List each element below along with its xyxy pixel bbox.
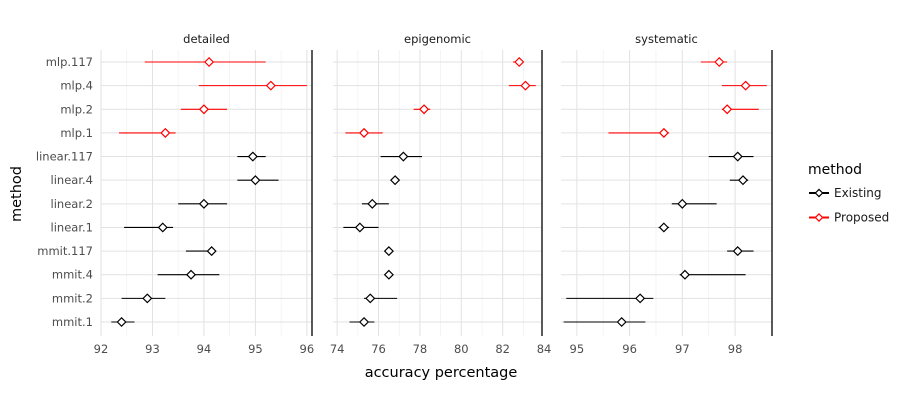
mean-point — [732, 246, 743, 257]
y-tick-label: mmit.2 — [52, 291, 93, 305]
y-tick-label: mlp.1 — [60, 126, 93, 140]
x-tick-label: 92 — [94, 342, 109, 356]
legend: method Existing Proposed — [808, 162, 889, 225]
mean-point — [737, 175, 749, 186]
x-tick-label: 82 — [495, 342, 510, 356]
mean-point — [204, 56, 215, 68]
mean-point — [250, 175, 261, 186]
x-tick-label: 93 — [145, 342, 160, 356]
mean-point — [365, 293, 376, 304]
mean-point — [247, 151, 258, 162]
x-tick-label: 96 — [300, 342, 315, 356]
mean-point — [206, 246, 217, 257]
mean-point — [514, 56, 525, 68]
panel-title: systematic — [635, 32, 698, 46]
mean-point — [520, 80, 531, 91]
y-tick-label: mlp.4 — [60, 79, 93, 93]
mean-point — [157, 222, 168, 233]
mean-point — [160, 127, 171, 138]
y-tick-label: mlp.117 — [46, 55, 93, 69]
mean-point — [419, 104, 430, 115]
y-tick-label: linear.4 — [51, 173, 93, 187]
panel-detailed: detailed 92 93 94 95 96 mmit.1 mmit.2 mmit.4 mmit… — [36, 32, 314, 356]
mean-point — [116, 316, 127, 328]
mean-point — [740, 80, 751, 91]
legend-title: method — [808, 162, 862, 178]
mean-point — [390, 175, 401, 186]
x-tick-label: 95 — [570, 342, 585, 356]
x-tick-label: 84 — [537, 342, 552, 356]
panels-layer: detailed 92 93 94 95 96 mmit.1 mmit.2 mmit.4 mmit… — [36, 32, 773, 356]
x-tick-label: 95 — [248, 342, 263, 356]
y-tick-label: linear.2 — [51, 197, 93, 211]
mean-point — [198, 104, 209, 115]
mean-point — [677, 198, 688, 209]
mean-point — [383, 246, 394, 257]
y-tick-label: mmit.1 — [52, 315, 93, 329]
x-tick-label: 78 — [413, 342, 428, 356]
mean-point — [732, 151, 743, 162]
mean-point — [658, 127, 669, 138]
y-axis-title: method — [9, 166, 25, 222]
mean-point — [679, 269, 691, 280]
mean-point — [367, 198, 378, 209]
x-tick-label: 94 — [197, 342, 212, 356]
mean-point — [358, 316, 370, 328]
y-tick-label: mmit.117 — [37, 244, 93, 258]
mean-point — [658, 222, 669, 233]
x-tick-label: 76 — [371, 342, 386, 356]
x-tick-label: 74 — [330, 342, 345, 356]
mean-point — [354, 222, 365, 233]
y-tick-label: mmit.4 — [52, 268, 93, 282]
legend-label: Proposed — [834, 211, 889, 225]
legend-key-marker — [814, 188, 824, 198]
x-axis-title: accuracy percentage — [365, 365, 518, 381]
y-tick-label: linear.117 — [36, 150, 93, 164]
mean-point — [383, 269, 394, 280]
x-tick-label: 96 — [622, 342, 637, 356]
mean-point — [635, 293, 646, 304]
legend-key-marker — [814, 213, 824, 222]
y-tick-label: mlp.2 — [60, 102, 93, 116]
x-tick-label: 97 — [675, 342, 690, 356]
legend-entry: Existing — [809, 186, 882, 200]
mean-point — [722, 104, 733, 115]
mean-point — [142, 293, 153, 304]
y-tick-label: linear.1 — [51, 220, 93, 234]
legend-entries: Existing Proposed — [809, 186, 889, 225]
x-tick-label: 80 — [454, 342, 469, 356]
mean-point — [186, 269, 197, 280]
panel-epigenomic: epigenomic 74 76 78 80 82 84 — [330, 32, 552, 356]
panel-title: detailed — [183, 32, 230, 46]
legend-entry: Proposed — [809, 211, 889, 225]
mean-point — [714, 56, 725, 68]
legend-label: Existing — [834, 186, 882, 200]
x-tick-label: 98 — [728, 342, 743, 356]
mean-point — [398, 151, 409, 162]
mean-point — [198, 198, 209, 209]
panel-systematic: systematic 95 96 97 98 — [561, 32, 773, 356]
mean-point — [265, 80, 276, 91]
mean-point — [616, 316, 627, 328]
mean-point — [358, 127, 370, 138]
panel-title: epigenomic — [404, 32, 471, 46]
